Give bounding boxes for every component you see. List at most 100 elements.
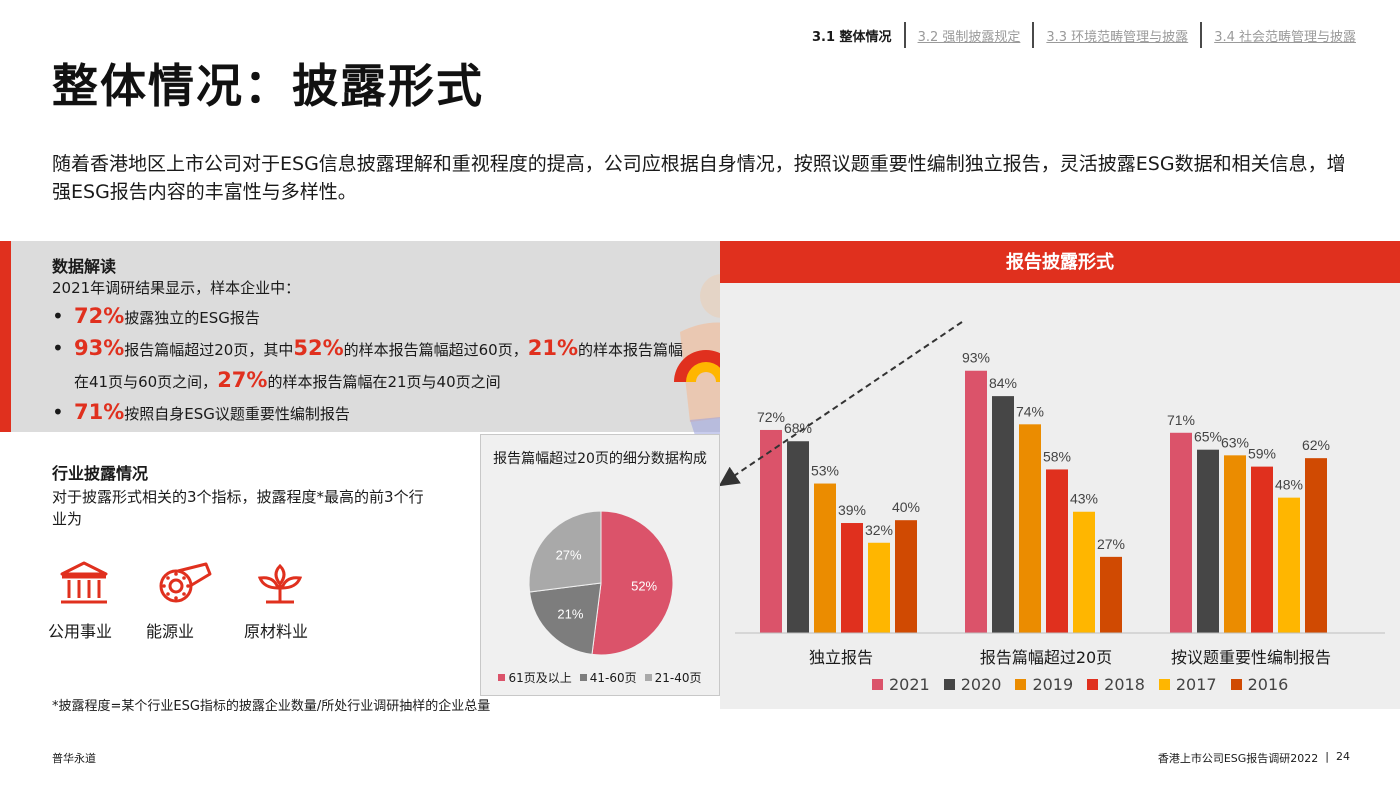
highlight-percent: 21%	[527, 336, 578, 360]
interpretation-lead: 2021年调研结果显示，样本企业中：	[52, 279, 301, 297]
data-label: 65%	[1194, 429, 1222, 445]
interpretation-list: 72%披露独立的ESG报告 93%报告篇幅超过20页，其中52%的样本报告篇幅超…	[52, 301, 692, 429]
bar	[1278, 497, 1300, 633]
data-label: 39%	[838, 502, 866, 518]
highlight-percent: 52%	[293, 336, 344, 360]
legend-swatch	[1015, 679, 1027, 690]
data-label: 71%	[1167, 412, 1195, 428]
industry-label: 能源业	[146, 622, 195, 641]
bar	[1100, 556, 1122, 633]
nav-tab-environmental[interactable]: 3.3 环境范畴管理与披露	[1046, 29, 1189, 45]
bar	[1224, 455, 1246, 633]
legend-label: 2018	[1104, 675, 1145, 694]
bar	[895, 520, 917, 633]
legend-item: 2017	[1158, 675, 1217, 694]
legend-label: 2021	[889, 675, 930, 694]
bullet-text: 的样本报告篇幅超过60页，	[343, 341, 528, 359]
nav-tab-social[interactable]: 3.4 社会范畴管理与披露	[1214, 29, 1356, 45]
pie-data-label: 52%	[631, 579, 657, 594]
data-label: 40%	[892, 499, 920, 515]
data-label: 43%	[1070, 491, 1098, 507]
legend-label: 61页及以上	[508, 671, 572, 685]
bar	[1197, 449, 1219, 633]
data-label: 63%	[1221, 434, 1249, 450]
list-item: 71%按照自身ESG议题重要性编制报告	[52, 397, 692, 429]
bar-chart-panel: 报告披露形式 72% 68% 53% 39% 32% 40% 独立报告 93% 84% 74% 58…	[720, 241, 1400, 709]
legend-item: 41-60页	[579, 669, 637, 686]
bullet-text: 的样本报告篇幅在41页与60页之间，	[74, 341, 683, 391]
interpretation-heading: 数据解读	[52, 257, 117, 276]
data-label: 27%	[1097, 536, 1125, 552]
legend-swatch	[1087, 679, 1099, 690]
legend-item: 61页及以上	[498, 669, 572, 686]
bar	[1305, 458, 1327, 633]
bullet-text: 报告篇幅超过20页，其中	[124, 341, 294, 359]
bar	[1019, 424, 1041, 633]
legend-swatch	[579, 674, 587, 681]
highlight-percent: 27%	[217, 368, 268, 392]
plant-icon	[257, 563, 303, 604]
bar	[814, 483, 836, 633]
bullet-text: 的样本报告篇幅在21页与40页之间	[267, 373, 501, 391]
industry-item-utilities: 公用事业	[48, 560, 146, 642]
energy-icon	[159, 562, 212, 603]
industry-description: 对于披露形式相关的3个指标，披露程度*最高的前3个行业为	[52, 488, 424, 528]
industry-item-materials: 原材料业	[244, 560, 342, 642]
data-label: 93%	[962, 350, 990, 366]
legend-swatch	[943, 679, 955, 690]
legend-label: 2020	[960, 675, 1002, 694]
bullet-text: 按照自身ESG议题重要性编制报告	[124, 405, 350, 423]
pie-chart-legend: 61页及以上 41-60页 21-40页	[481, 669, 719, 686]
industry-label: 原材料业	[244, 622, 309, 641]
data-label: 58%	[1043, 448, 1071, 464]
legend-label: 41-60页	[589, 671, 637, 685]
list-item: 93%报告篇幅超过20页，其中52%的样本报告篇幅超过60页，21%的样本报告篇…	[52, 333, 692, 397]
legend-item: 2019	[1015, 675, 1073, 694]
industry-list: 公用事业 能源业 原材料业	[48, 560, 342, 642]
footer-info: 香港上市公司ESG报告调研2022 | 24	[1158, 750, 1350, 766]
legend-swatch	[872, 679, 883, 690]
pie-data-label: 27%	[556, 547, 582, 562]
industry-item-energy: 能源业	[146, 560, 244, 642]
legend-label: 2016	[1247, 675, 1289, 694]
bar	[760, 429, 782, 633]
legend-item: 21-40页	[644, 669, 702, 686]
legend-item: 2021	[872, 675, 930, 694]
legend-label: 2019	[1032, 675, 1074, 694]
bar	[787, 441, 809, 633]
legend-label: 21-40页	[654, 671, 702, 685]
nav-tab-overview[interactable]: 3.1 整体情况	[812, 29, 892, 45]
intro-paragraph: 随着香港地区上市公司对于ESG信息披露理解和重视程度的提高，公司应根据自身情况，…	[52, 153, 1346, 203]
data-label: 74%	[1016, 403, 1044, 419]
category-label: 独立报告	[809, 648, 873, 667]
footnote: *披露程度=某个行业ESG指标的披露企业数量/所处行业调研抽样的企业总量	[52, 699, 491, 714]
page-number: 24	[1336, 750, 1350, 763]
footer-separator: |	[1325, 750, 1329, 763]
nav-divider	[1200, 22, 1203, 48]
nav-tab-mandatory-disclosure[interactable]: 3.2 强制披露规定	[917, 29, 1021, 45]
highlight-percent: 93%	[74, 336, 125, 360]
bar-chart-legend: 2021 2020 2019 2018 2017 2016	[872, 675, 1302, 694]
category-label: 报告篇幅超过20页	[980, 648, 1112, 667]
nav-divider	[903, 22, 906, 48]
page-title: 整体情况：披露形式	[52, 59, 484, 113]
data-label: 53%	[811, 463, 839, 479]
bar	[992, 396, 1014, 633]
legend-item: 2018	[1087, 675, 1145, 694]
pie-chart-title: 报告篇幅超过20页的细分数据构成	[493, 451, 707, 467]
bar	[1073, 511, 1095, 633]
industry-label: 公用事业	[48, 622, 113, 641]
legend-label: 2017	[1175, 675, 1217, 694]
industry-heading: 行业披露情况	[52, 464, 149, 483]
pie-slice	[591, 510, 674, 656]
legend-item: 2020	[943, 675, 1002, 694]
pie-slice	[528, 510, 602, 593]
bar	[841, 523, 863, 633]
data-label: 84%	[989, 375, 1017, 391]
data-label: 68%	[784, 420, 812, 436]
data-label: 72%	[757, 409, 785, 425]
section-nav: 3.1 整体情况 3.2 强制披露规定 3.3 环境范畴管理与披露 3.4 社会…	[800, 22, 1368, 48]
data-label: 59%	[1248, 446, 1276, 462]
footer-brand: 普华永道	[52, 752, 96, 765]
highlight-percent: 71%	[74, 400, 125, 424]
